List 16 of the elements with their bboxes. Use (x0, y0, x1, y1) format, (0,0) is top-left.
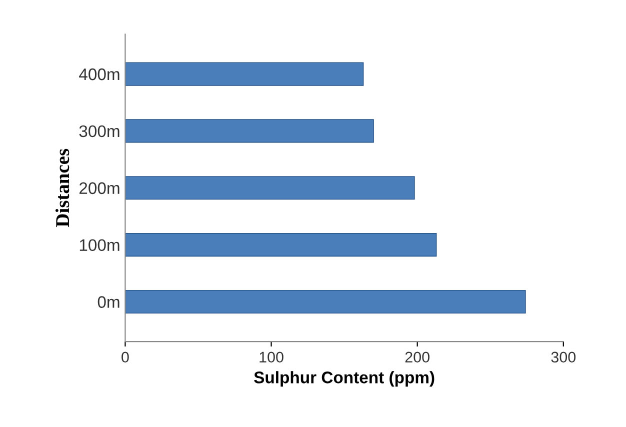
bar (125, 62, 364, 86)
y-tick-label: 200m (79, 182, 120, 194)
bar (125, 233, 437, 257)
y-axis-title: Distances (55, 148, 70, 227)
x-tick-label: 200 (405, 352, 430, 363)
x-tick-label: 300 (551, 352, 576, 363)
x-tick-label: 0 (122, 352, 129, 363)
y-tick-label: 0m (98, 296, 120, 308)
y-tick-label: 100m (80, 239, 120, 252)
x-tick-label: 100 (260, 352, 284, 363)
bar (125, 176, 415, 200)
bar (125, 119, 374, 143)
x-axis-title: Sulphur Content (ppm) (254, 371, 434, 387)
y-tick-label: 400m (79, 68, 120, 80)
y-tick-label: 300m (79, 125, 120, 138)
bar (125, 290, 526, 314)
